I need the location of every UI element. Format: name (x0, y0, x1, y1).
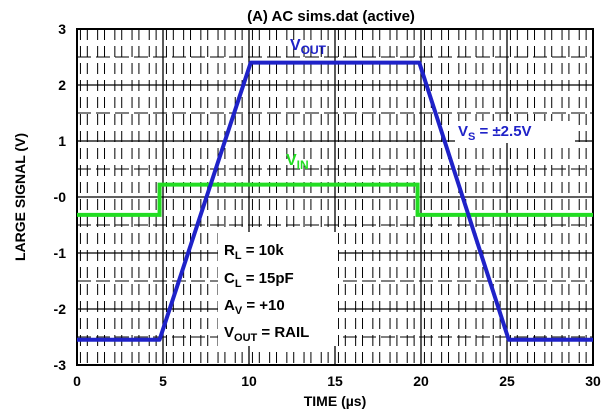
y-tick-label: -1 (54, 245, 67, 261)
condition-vout-sub: OUT (234, 332, 258, 344)
plot-frame (76, 28, 594, 366)
vs-sub: S (468, 131, 475, 143)
vin-series-label: VIN (286, 152, 309, 172)
vin-label-sub: IN (297, 158, 309, 172)
y-tick-label: -0 (54, 189, 67, 205)
condition-cl-sub: L (235, 278, 242, 290)
condition-av-main: A (224, 297, 235, 314)
x-tick-label: 30 (585, 373, 601, 389)
chart-title: (A) AC sims.dat (active) (247, 8, 415, 25)
y-tick-label: 3 (58, 21, 66, 37)
vout-series-label: VOUT (290, 37, 327, 57)
vout-label-main: V (290, 37, 301, 54)
y-tick-label: 1 (58, 133, 66, 149)
condition-av-sub: V (235, 305, 243, 317)
condition-vout-main: V (224, 324, 234, 341)
vin-label-main: V (286, 152, 297, 169)
condition-av-rest: = +10 (242, 297, 285, 314)
condition-cl-main: C (224, 270, 235, 287)
condition-rl-rest: = 10k (242, 242, 285, 259)
x-tick-label: 20 (413, 373, 429, 389)
x-tick-labels: 0 5 10 15 20 25 30 (73, 373, 601, 389)
series-vout-line (77, 60, 593, 342)
y-axis-label: LARGE SIGNAL (V) (12, 133, 28, 261)
condition-vout-rest: = RAIL (257, 324, 309, 341)
condition-rl-main: R (224, 242, 235, 259)
x-tick-label: 0 (73, 373, 81, 389)
x-tick-label: 5 (159, 373, 167, 389)
y-tick-label: -3 (54, 357, 67, 373)
x-axis-label: TIME (µs) (304, 393, 367, 409)
vs-annotation: VS = ±2.5V (458, 123, 532, 143)
y-tick-labels: 3 2 1 -0 -1 -2 -3 (54, 21, 67, 373)
condition-cl-rest: = 15pF (242, 270, 294, 287)
condition-rl-sub: L (235, 250, 242, 262)
series-vin-line (77, 182, 593, 217)
vs-annotation-box (455, 121, 575, 143)
y-tick-label: -2 (54, 301, 67, 317)
y-tick-label: 2 (58, 77, 66, 93)
x-tick-label: 15 (327, 373, 343, 389)
x-tick-label: 10 (241, 373, 257, 389)
vs-main: V (458, 123, 468, 140)
condition-av: AV = +10 (224, 297, 285, 317)
conditions-annotation: RL = 10k CL = 15pF AV = +10 VOUT = RAIL (224, 242, 309, 344)
condition-vout: VOUT = RAIL (224, 324, 309, 344)
x-tick-label: 25 (499, 373, 515, 389)
vout-label-sub: OUT (301, 43, 327, 57)
condition-cl: CL = 15pF (224, 270, 294, 290)
conditions-box (218, 232, 338, 346)
condition-rl: RL = 10k (224, 242, 284, 262)
vs-rest: = ±2.5V (475, 123, 531, 140)
